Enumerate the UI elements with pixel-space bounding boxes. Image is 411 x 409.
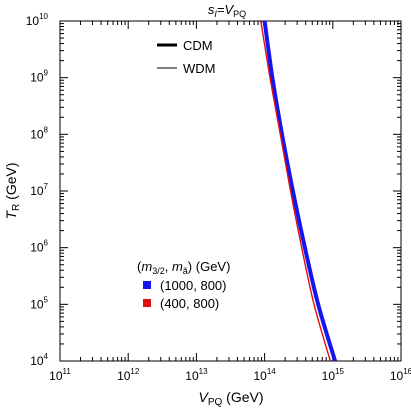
legend-wdm-label: WDM	[183, 61, 216, 76]
color-legend: (m3/2, mã) (GeV) (1000, 800) (400, 800)	[137, 259, 230, 311]
x-tick-label: 1014	[253, 367, 276, 383]
legend-blue-label: (1000, 800)	[160, 278, 227, 293]
series-layer	[260, 20, 337, 362]
y-tick-label: 106	[30, 239, 48, 255]
x-tick-label: 1013	[185, 367, 208, 383]
legend-red-swatch	[143, 299, 151, 307]
y-tick-label: 109	[30, 69, 48, 85]
series-line-1	[260, 20, 332, 362]
y-tick-label: 105	[30, 295, 48, 311]
color-legend-title: (m3/2, mã) (GeV)	[137, 259, 230, 276]
legend-cdm-label: CDM	[183, 38, 213, 53]
y-axis-title: TR (GeV)	[3, 162, 22, 219]
x-tick-label: 1011	[49, 367, 71, 383]
y-tick-label: 1010	[26, 12, 49, 28]
chart-title: sI=VPQ	[208, 2, 246, 19]
x-tick-label: 1016	[390, 367, 411, 383]
x-tick-label: 1012	[117, 367, 140, 383]
plot-frame	[59, 20, 402, 362]
axis-ticks: 1011 1012 1013 1014 1015 1016 104 105 106 107 108 1…	[26, 12, 411, 383]
y-tick-label: 108	[30, 125, 48, 141]
y-tick-label: 107	[30, 182, 48, 198]
series-line-0	[262, 20, 337, 362]
legend-blue-swatch	[143, 281, 151, 289]
y-tick-label: 104	[30, 352, 48, 368]
x-tick-label: 1015	[322, 367, 345, 383]
x-axis-title: VPQ (GeV)	[198, 389, 263, 408]
line-style-legend: CDM WDM	[157, 38, 216, 76]
legend-red-label: (400, 800)	[160, 296, 219, 311]
